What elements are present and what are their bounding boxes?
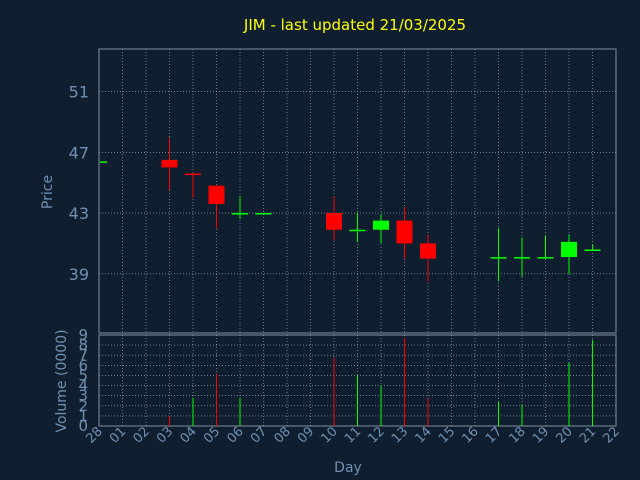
x-axis: 28 01 02 03 04 05 06 07 08 09 10 11 12 13 14 15 16 17 18 19… [84, 424, 623, 446]
candlestick [373, 214, 389, 244]
volume-tick-label: 0 [78, 417, 88, 435]
x-tick-label: 01 [107, 424, 129, 446]
volume-axis-label: Volume (0000) [54, 329, 70, 432]
x-tick-label: 17 [483, 424, 505, 446]
x-tick-label: 08 [272, 424, 294, 446]
x-tick-label: 14 [413, 424, 435, 446]
price-tick-label: 43 [69, 204, 89, 223]
volume-tick-label: 3 [78, 387, 88, 405]
candlestick [232, 196, 248, 220]
candlestick [514, 237, 530, 277]
candlestick [420, 234, 436, 282]
candle-body [396, 220, 413, 244]
candlestick [255, 213, 272, 215]
volume-tick-label: 5 [78, 366, 88, 384]
candle-body [100, 161, 107, 163]
chart-title: JIM - last updated 21/03/2025 [243, 16, 466, 34]
candlestick [349, 213, 366, 242]
candlestick [537, 235, 554, 259]
volume-tick-label: 1 [78, 407, 88, 425]
candle-body [490, 257, 507, 259]
candlestick [584, 244, 601, 251]
candle-body [349, 229, 366, 232]
candlestick [490, 228, 507, 282]
candlestick [326, 196, 342, 241]
x-tick-label: 09 [295, 424, 317, 446]
candle-body [326, 213, 342, 230]
candlestick [561, 234, 577, 274]
candle-body [373, 220, 389, 230]
x-tick-label: 22 [601, 424, 623, 446]
x-tick-label: 03 [154, 424, 176, 446]
candle-body [537, 257, 554, 259]
x-tick-label: 11 [342, 424, 364, 446]
price-tick-label: 39 [69, 265, 89, 284]
volume-tick-label: 4 [78, 377, 88, 395]
x-tick-label: 07 [248, 424, 270, 446]
candle-body [185, 173, 201, 176]
x-tick-label: 05 [201, 424, 223, 446]
candlestick [208, 185, 225, 229]
price-tick-label: 47 [69, 143, 89, 162]
candle-body [208, 185, 225, 204]
candlestick [100, 161, 107, 163]
volume-tick-label: 8 [78, 336, 88, 354]
x-tick-label: 21 [577, 424, 599, 446]
candlestick [396, 206, 413, 259]
x-tick-label: 06 [225, 424, 247, 446]
x-tick-label: 04 [178, 424, 200, 446]
x-tick-label: 02 [131, 424, 153, 446]
price-tick-label: 51 [69, 83, 89, 102]
candle-body [232, 213, 248, 215]
x-tick-label: 12 [366, 424, 388, 446]
volume-tick-label: 6 [78, 356, 88, 374]
candle-body [420, 243, 436, 259]
x-tick-label: 16 [460, 424, 482, 446]
candle-body [255, 213, 272, 215]
candle-body [514, 257, 530, 259]
candle-body [161, 159, 178, 168]
candlestick [161, 137, 178, 191]
x-axis-label: Day [334, 460, 362, 476]
x-tick-label: 10 [319, 424, 341, 446]
candle-body [584, 249, 601, 251]
x-tick-label: 13 [389, 424, 411, 446]
x-tick-label: 15 [436, 424, 458, 446]
price-axis-label: Price [40, 175, 56, 209]
volume-tick-label: 9 [78, 326, 88, 344]
candlestick [185, 173, 201, 198]
x-tick-label: 18 [507, 424, 529, 446]
candle-body [561, 241, 577, 258]
price-panel: 39 43 47 51 [69, 48, 617, 334]
x-tick-label: 19 [530, 424, 552, 446]
volume-tick-label: 2 [78, 397, 88, 415]
volume-tick-label: 7 [78, 346, 88, 364]
x-tick-label: 20 [554, 424, 576, 446]
